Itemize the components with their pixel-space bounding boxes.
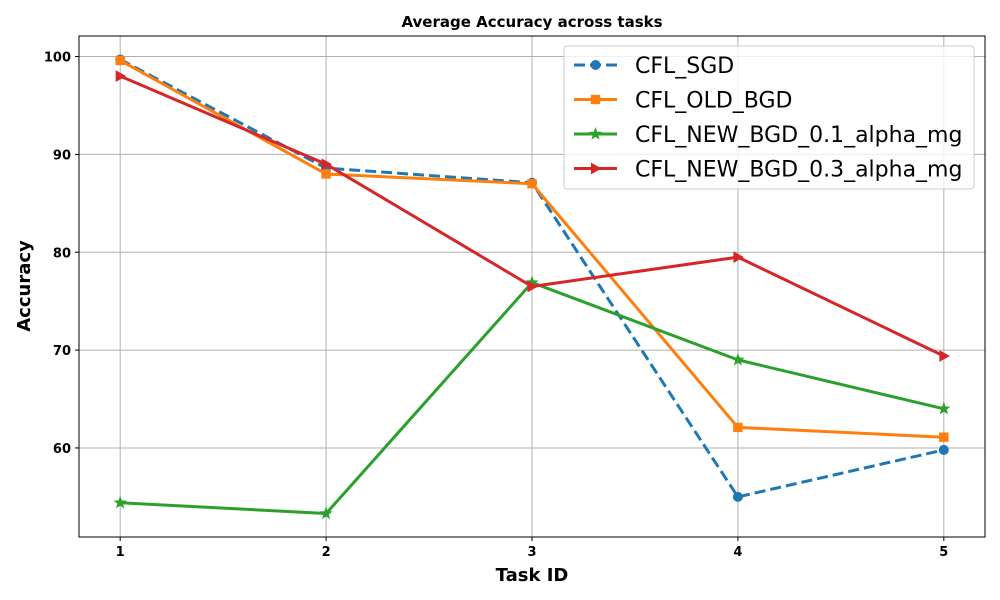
data-point bbox=[939, 432, 949, 442]
legend-marker bbox=[591, 162, 602, 175]
legend-marker bbox=[590, 60, 601, 70]
data-point bbox=[733, 251, 744, 263]
y-tick-label: 100 bbox=[44, 51, 71, 66]
legend-label: CFL_SGD bbox=[635, 54, 734, 79]
x-tick-label: 1 bbox=[116, 545, 125, 560]
data-point bbox=[527, 179, 537, 189]
x-axis-label: Task ID bbox=[496, 565, 569, 586]
series-layer bbox=[113, 54, 951, 520]
data-point bbox=[319, 506, 333, 520]
series-CFL_NEW_BGD_0.1_alpha_mg bbox=[113, 275, 951, 520]
data-point bbox=[732, 491, 743, 502]
data-point bbox=[733, 422, 743, 433]
legend-entry: CFL_NEW_BGD_0.1_alpha_mg bbox=[574, 123, 962, 148]
data-point bbox=[321, 169, 331, 179]
legend-entry: CFL_OLD_BGD bbox=[574, 89, 792, 114]
x-tick-label: 2 bbox=[322, 545, 331, 560]
chart-title: Average Accuracy across tasks bbox=[401, 13, 662, 31]
legend-label: CFL_NEW_BGD_0.1_alpha_mg bbox=[635, 123, 962, 148]
y-tick-label: 80 bbox=[53, 246, 71, 261]
data-point bbox=[937, 401, 951, 415]
y-tick-label: 70 bbox=[53, 344, 71, 359]
x-tick-label: 3 bbox=[527, 545, 536, 560]
legend-entry: CFL_SGD bbox=[574, 54, 734, 79]
y-tick-label: 60 bbox=[53, 442, 71, 457]
x-axis-ticks: 1 2 3 4 5 bbox=[116, 537, 948, 560]
legend-label: CFL_NEW_BGD_0.3_alpha_mg bbox=[635, 158, 962, 183]
data-point bbox=[113, 495, 127, 509]
data-point bbox=[115, 55, 125, 66]
x-tick-label: 4 bbox=[733, 545, 742, 560]
legend-marker bbox=[588, 127, 603, 140]
data-point bbox=[115, 70, 127, 82]
x-tick-label: 5 bbox=[939, 545, 948, 560]
legend-box bbox=[563, 45, 975, 190]
data-point bbox=[321, 158, 333, 171]
data-point bbox=[731, 352, 745, 366]
y-axis-label: Accuracy bbox=[14, 240, 35, 332]
series-CFL_NEW_BGD_0.3_alpha_mg bbox=[115, 70, 950, 362]
legend-entry: CFL_NEW_BGD_0.3_alpha_mg bbox=[574, 158, 962, 183]
legend-label: CFL_OLD_BGD bbox=[635, 89, 792, 114]
legend: CFL_SGD CFL_OLD_BGD CFL_NEW_BGD_0.1_alpha_… bbox=[563, 45, 975, 190]
legend-marker bbox=[590, 94, 601, 105]
data-point bbox=[527, 280, 539, 293]
data-point bbox=[938, 444, 949, 455]
y-axis-ticks: 60 70 80 90 100 bbox=[44, 51, 79, 457]
y-tick-label: 90 bbox=[53, 148, 71, 163]
data-point bbox=[939, 350, 950, 362]
